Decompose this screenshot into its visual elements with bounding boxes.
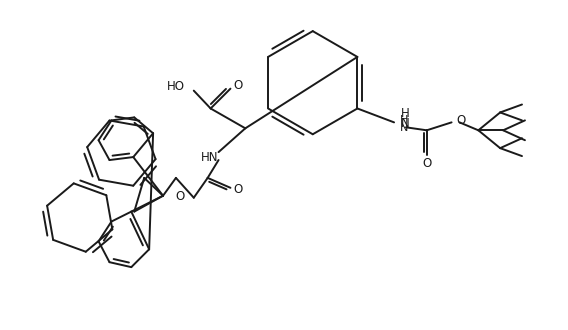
Text: HN: HN — [201, 150, 218, 164]
Text: O: O — [176, 190, 185, 203]
Text: N: N — [400, 117, 410, 130]
Text: H: H — [400, 107, 410, 120]
Text: O: O — [234, 79, 243, 92]
Text: H: H — [400, 115, 408, 125]
Text: N: N — [400, 123, 408, 133]
Text: HO: HO — [167, 80, 185, 93]
Text: O: O — [234, 183, 243, 196]
Text: O: O — [456, 114, 465, 127]
Text: O: O — [422, 156, 432, 170]
